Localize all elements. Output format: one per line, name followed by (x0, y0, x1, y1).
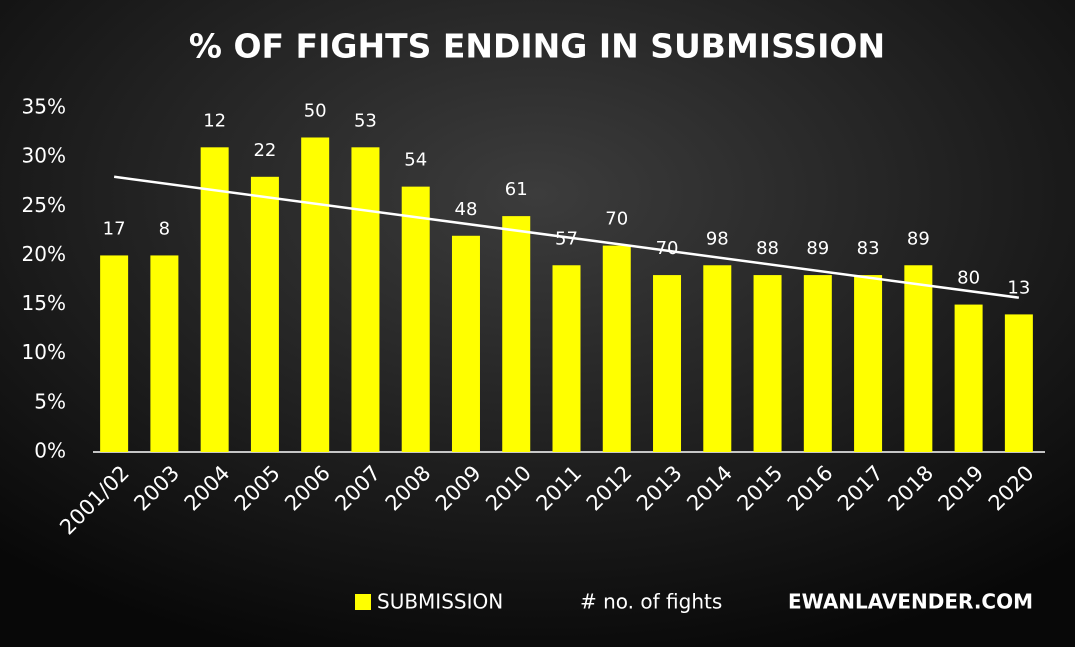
data-label: 8 (159, 218, 170, 239)
data-label: 48 (455, 199, 478, 220)
data-label: 89 (806, 238, 829, 259)
y-tick-label: 10% (22, 340, 66, 364)
bar (703, 265, 732, 452)
bar (954, 304, 983, 452)
bar (552, 265, 581, 452)
data-label: 22 (253, 140, 276, 161)
data-label: 53 (354, 110, 377, 131)
y-tick-label: 0% (34, 439, 66, 463)
y-tick-label: 5% (34, 389, 66, 413)
data-label: 98 (706, 228, 729, 249)
data-label: 70 (656, 238, 679, 259)
bar (100, 255, 129, 452)
bar (401, 186, 430, 452)
data-label: 88 (756, 238, 779, 259)
y-tick-label: 15% (22, 291, 66, 315)
bar (653, 275, 682, 452)
chart-title: % OF FIGHTS ENDING IN SUBMISSION (189, 27, 885, 66)
bar (753, 275, 782, 452)
data-label: 17 (103, 218, 126, 239)
bar (904, 265, 933, 452)
data-label: 80 (957, 268, 980, 289)
data-label: 50 (304, 100, 327, 121)
bar (854, 275, 883, 452)
y-tick-label: 35% (22, 95, 66, 119)
bar (602, 245, 631, 452)
data-label: 83 (857, 238, 880, 259)
bar (351, 147, 380, 453)
bar (451, 235, 480, 452)
bar (803, 275, 832, 452)
data-label: 57 (555, 228, 578, 249)
y-tick-label: 25% (22, 193, 66, 217)
data-label: 70 (605, 209, 628, 230)
bar (1004, 314, 1033, 452)
bar (250, 176, 279, 453)
y-tick-label: 20% (22, 242, 66, 266)
legend-label: SUBMISSION (377, 590, 503, 614)
data-label: 12 (203, 110, 226, 131)
data-label: 89 (907, 228, 930, 249)
bar (301, 137, 330, 452)
y-tick-label: 30% (22, 144, 66, 168)
trendline (113, 175, 1020, 299)
legend-label: # no. of fights (580, 590, 722, 614)
data-label: 13 (1007, 277, 1030, 298)
credit: EWANLAVENDER.COM (788, 590, 1033, 614)
bar (502, 216, 531, 452)
bar (200, 147, 229, 453)
bar (150, 255, 179, 452)
data-label: 61 (505, 179, 528, 200)
data-label: 54 (404, 150, 427, 171)
legend-swatch (355, 594, 371, 610)
